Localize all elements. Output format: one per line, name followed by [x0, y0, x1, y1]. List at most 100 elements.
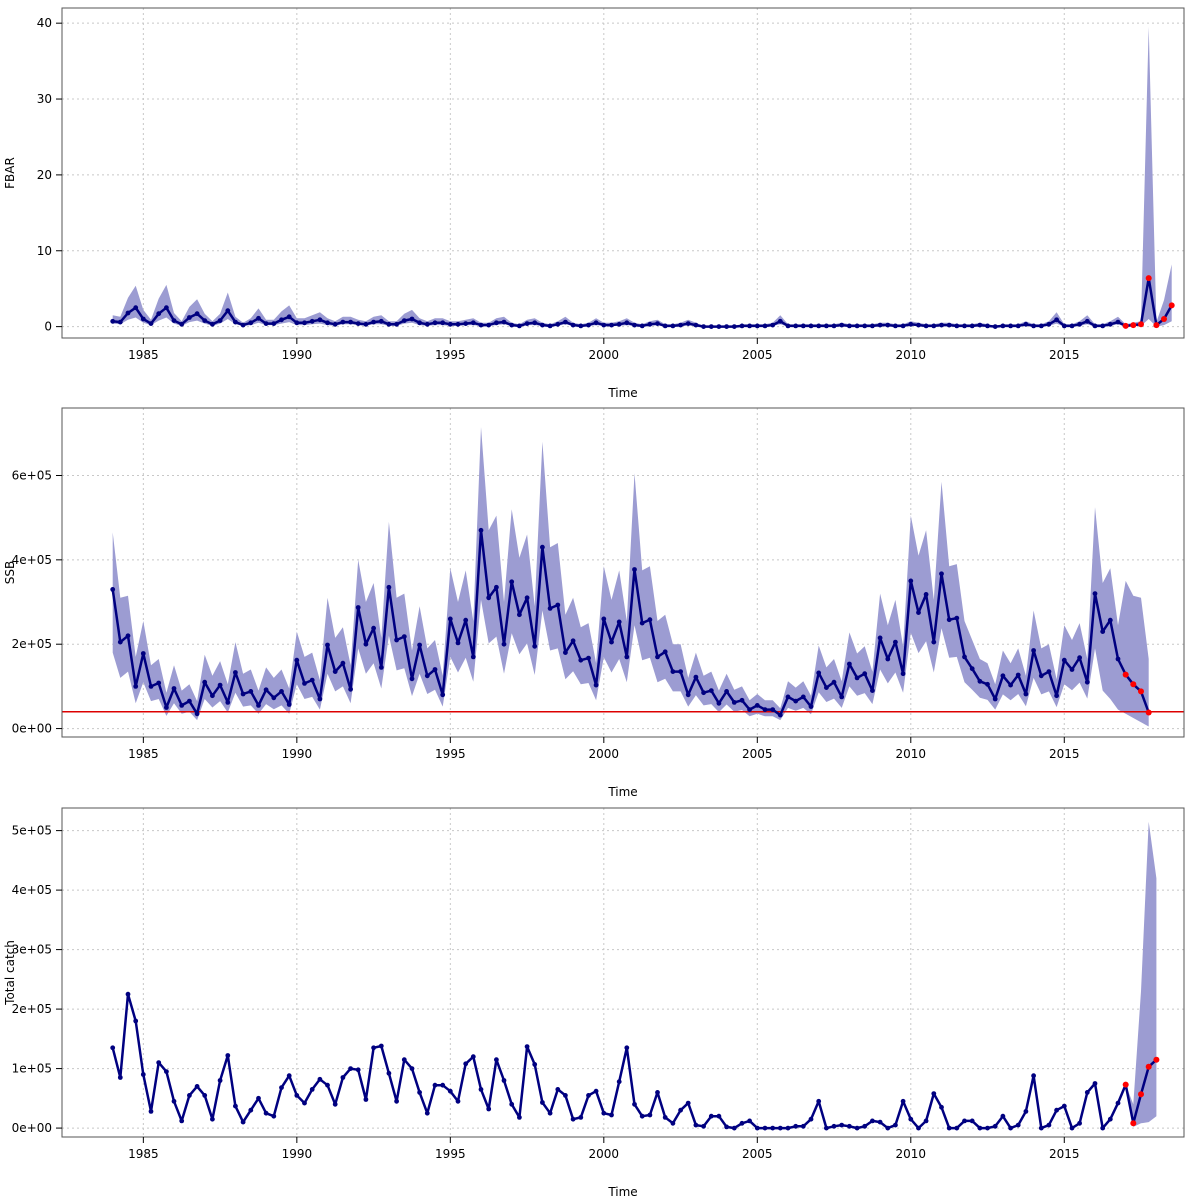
data-point: [509, 322, 515, 328]
data-point: [1115, 1100, 1121, 1106]
data-point: [992, 1123, 998, 1129]
data-point: [1061, 1103, 1067, 1109]
data-point: [325, 642, 330, 648]
data-point: [1046, 1122, 1052, 1128]
data-point: [164, 1069, 169, 1074]
data-point: [1092, 591, 1098, 596]
data-point: [524, 321, 530, 326]
data-point: [1054, 693, 1059, 699]
data-point: [731, 1125, 737, 1131]
data-point: [202, 318, 208, 323]
data-point: [701, 324, 706, 329]
x-axis-title: Time: [607, 785, 637, 799]
data-point: [678, 669, 683, 674]
data-point: [355, 605, 361, 610]
data-point: [1107, 617, 1113, 623]
data-point: [724, 1124, 729, 1130]
data-point: [294, 657, 300, 663]
data-point: [1000, 673, 1006, 679]
y-tick-label: 0: [44, 320, 52, 334]
data-point: [708, 324, 714, 329]
x-tick-label: 1995: [435, 747, 466, 761]
data-point: [816, 323, 822, 329]
data-point: [670, 323, 676, 329]
data-point: [708, 688, 714, 693]
data-point: [1023, 321, 1029, 327]
data-point: [117, 319, 123, 325]
y-tick-label: 4e+05: [12, 553, 52, 567]
data-point: [847, 323, 852, 329]
data-point: [478, 527, 484, 533]
data-point: [348, 1066, 353, 1071]
data-point: [171, 686, 177, 691]
data-point: [847, 661, 852, 667]
data-point: [279, 1085, 284, 1090]
data-point: [363, 641, 369, 647]
data-point: [424, 1110, 430, 1116]
y-tick-label: 30: [37, 92, 52, 106]
data-point: [632, 322, 637, 328]
data-point: [325, 1082, 330, 1088]
data-point: [233, 670, 238, 675]
data-point: [378, 318, 384, 324]
data-point: [340, 1075, 346, 1080]
data-point: [210, 321, 215, 327]
data-point: [547, 1110, 553, 1116]
data-point: [854, 675, 860, 681]
data-point: [1015, 672, 1021, 678]
data-point: [148, 1109, 154, 1114]
data-point: [409, 316, 415, 322]
data-point: [662, 649, 668, 655]
data-point: [117, 1075, 123, 1080]
data-point: [985, 681, 990, 687]
data-point: [847, 1123, 852, 1129]
data-point: [286, 702, 292, 707]
data-point: [225, 308, 231, 314]
data-point: [946, 322, 952, 328]
data-point: [256, 1095, 261, 1101]
data-point: [540, 322, 545, 328]
y-tick-label: 10: [37, 244, 52, 258]
data-point: [394, 637, 399, 643]
data-point: [317, 317, 323, 323]
data-point: [839, 1122, 845, 1128]
forecast-point: [1138, 688, 1144, 695]
data-point: [754, 1125, 760, 1131]
data-point: [1115, 319, 1121, 325]
data-point: [616, 1079, 622, 1085]
data-point: [624, 320, 630, 326]
x-tick-label: 2015: [1049, 348, 1080, 362]
data-point: [877, 322, 883, 328]
data-point: [248, 320, 254, 326]
data-point: [639, 323, 645, 329]
data-point: [962, 323, 967, 329]
data-point: [985, 1125, 990, 1131]
data-point: [992, 696, 998, 702]
data-point: [164, 305, 169, 311]
data-point: [455, 640, 461, 646]
data-point: [1069, 323, 1075, 329]
data-point: [463, 1061, 469, 1067]
data-point: [1092, 1081, 1098, 1086]
plot-frame: [61, 407, 1185, 738]
data-point: [509, 1101, 515, 1107]
data-point: [601, 1110, 607, 1116]
data-point: [202, 1093, 208, 1098]
data-point: [893, 639, 898, 645]
data-point: [424, 673, 430, 679]
data-point: [110, 1045, 116, 1051]
data-point: [655, 321, 660, 326]
data-point: [340, 319, 346, 325]
data-point: [632, 567, 637, 572]
data-point: [954, 323, 960, 329]
data-point: [194, 311, 200, 317]
x-tick-label: 2015: [1049, 1147, 1080, 1161]
data-point: [977, 322, 983, 328]
data-point: [547, 606, 553, 611]
x-tick-label: 1995: [435, 1147, 466, 1161]
data-point: [1100, 1125, 1106, 1131]
data-point: [140, 316, 146, 322]
data-point: [1077, 1120, 1082, 1126]
plot-frame: [61, 807, 1185, 1138]
data-point: [171, 318, 177, 323]
